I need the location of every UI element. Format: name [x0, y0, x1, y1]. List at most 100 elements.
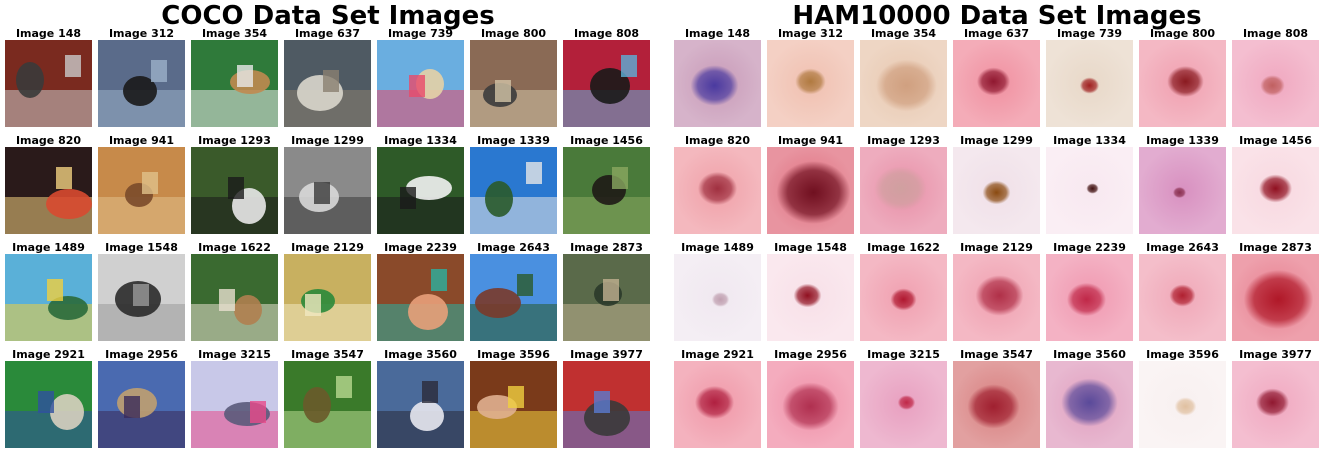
ham-lesion-photo [674, 361, 761, 448]
coco-image-cell: Image 3547 [284, 348, 371, 452]
ham-image-cell: Image 3547 [953, 348, 1040, 452]
ham-image-label: Image 2873 [1239, 241, 1312, 254]
coco-image-label: Image 2643 [477, 241, 550, 254]
coco-photo [563, 147, 650, 234]
ham-lesion-photo [953, 254, 1040, 341]
coco-image-cell: Image 820 [5, 134, 92, 238]
coco-photo [5, 361, 92, 448]
ham-image-cell: Image 3596 [1139, 348, 1226, 452]
coco-image-thumbnail [98, 40, 185, 127]
coco-image-thumbnail [284, 147, 371, 234]
ham-lesion-photo [1139, 361, 1226, 448]
coco-image-cell: Image 2956 [98, 348, 185, 452]
ham-image-thumbnail [1139, 40, 1226, 127]
ham-panel: HAM10000 Data Set Images Image 148 Image … [669, 0, 1325, 460]
coco-photo [470, 40, 557, 127]
coco-image-thumbnail [5, 40, 92, 127]
ham-lesion-photo [1232, 40, 1319, 127]
coco-panel: COCO Data Set Images Image 148 Image 312 I… [0, 0, 656, 460]
ham-image-thumbnail [953, 361, 1040, 448]
ham-lesion-photo [767, 254, 854, 341]
ham-image-cell: Image 2873 [1232, 241, 1319, 345]
coco-photo [470, 254, 557, 341]
ham-image-label: Image 1293 [867, 134, 940, 147]
coco-image-label: Image 148 [15, 27, 82, 40]
coco-image-thumbnail [377, 147, 464, 234]
ham-image-thumbnail [1232, 147, 1319, 234]
coco-image-label: Image 1334 [384, 134, 457, 147]
ham-image-thumbnail [674, 361, 761, 448]
ham-image-label: Image 820 [684, 134, 751, 147]
ham-image-label: Image 1339 [1146, 134, 1219, 147]
ham-lesion-photo [860, 147, 947, 234]
coco-image-label: Image 2956 [105, 348, 178, 361]
ham-image-cell: Image 1339 [1139, 134, 1226, 238]
ham-lesion-photo [1046, 254, 1133, 341]
coco-image-thumbnail [98, 254, 185, 341]
coco-image-label: Image 2921 [12, 348, 85, 361]
ham-image-label: Image 1299 [960, 134, 1033, 147]
ham-lesion-photo [674, 254, 761, 341]
coco-image-thumbnail [5, 254, 92, 341]
ham-image-thumbnail [860, 254, 947, 341]
ham-lesion-photo [1232, 361, 1319, 448]
ham-image-thumbnail [767, 361, 854, 448]
ham-lesion-photo [953, 147, 1040, 234]
coco-photo [377, 40, 464, 127]
coco-image-label: Image 2239 [384, 241, 457, 254]
ham-lesion-photo [1046, 40, 1133, 127]
coco-image-thumbnail [191, 361, 278, 448]
ham-image-label: Image 2921 [681, 348, 754, 361]
ham-image-label: Image 1456 [1239, 134, 1312, 147]
ham-image-cell: Image 1548 [767, 241, 854, 345]
coco-image-label: Image 3215 [198, 348, 271, 361]
coco-photo [191, 361, 278, 448]
ham-image-thumbnail [1046, 254, 1133, 341]
ham-image-thumbnail [674, 40, 761, 127]
coco-photo [377, 254, 464, 341]
ham-image-label: Image 354 [870, 27, 937, 40]
coco-image-label: Image 800 [480, 27, 547, 40]
coco-photo [5, 40, 92, 127]
coco-photo [98, 361, 185, 448]
ham-image-cell: Image 3215 [860, 348, 947, 452]
coco-image-thumbnail [98, 361, 185, 448]
coco-image-cell: Image 800 [470, 27, 557, 131]
ham-image-label: Image 2129 [960, 241, 1033, 254]
coco-photo [98, 147, 185, 234]
ham-image-label: Image 3215 [867, 348, 940, 361]
ham-lesion-photo [953, 40, 1040, 127]
ham-image-cell: Image 820 [674, 134, 761, 238]
coco-photo [563, 361, 650, 448]
ham-image-thumbnail [1232, 254, 1319, 341]
ham-image-cell: Image 148 [674, 27, 761, 131]
coco-image-label: Image 3596 [477, 348, 550, 361]
coco-image-cell: Image 354 [191, 27, 278, 131]
ham-image-label: Image 3560 [1053, 348, 1126, 361]
coco-image-cell: Image 2921 [5, 348, 92, 452]
coco-image-thumbnail [284, 254, 371, 341]
coco-image-cell: Image 1456 [563, 134, 650, 238]
ham-image-thumbnail [1046, 361, 1133, 448]
ham-image-cell: Image 941 [767, 134, 854, 238]
ham-image-label: Image 3547 [960, 348, 1033, 361]
ham-image-label: Image 2956 [774, 348, 847, 361]
coco-image-thumbnail [563, 254, 650, 341]
coco-image-thumbnail [191, 147, 278, 234]
coco-image-thumbnail [191, 40, 278, 127]
ham-image-grid: Image 148 Image 312 Image 354 Image 637 Imag… [674, 27, 1319, 452]
coco-image-label: Image 312 [108, 27, 175, 40]
coco-photo [5, 254, 92, 341]
ham-image-thumbnail [1232, 361, 1319, 448]
coco-image-cell: Image 3596 [470, 348, 557, 452]
coco-photo [191, 254, 278, 341]
ham-lesion-photo [767, 361, 854, 448]
coco-image-label: Image 2873 [570, 241, 643, 254]
coco-image-label: Image 3547 [291, 348, 364, 361]
coco-image-cell: Image 1339 [470, 134, 557, 238]
coco-image-label: Image 1489 [12, 241, 85, 254]
coco-photo [563, 40, 650, 127]
coco-image-cell: Image 1622 [191, 241, 278, 345]
coco-photo [470, 361, 557, 448]
coco-image-cell: Image 739 [377, 27, 464, 131]
